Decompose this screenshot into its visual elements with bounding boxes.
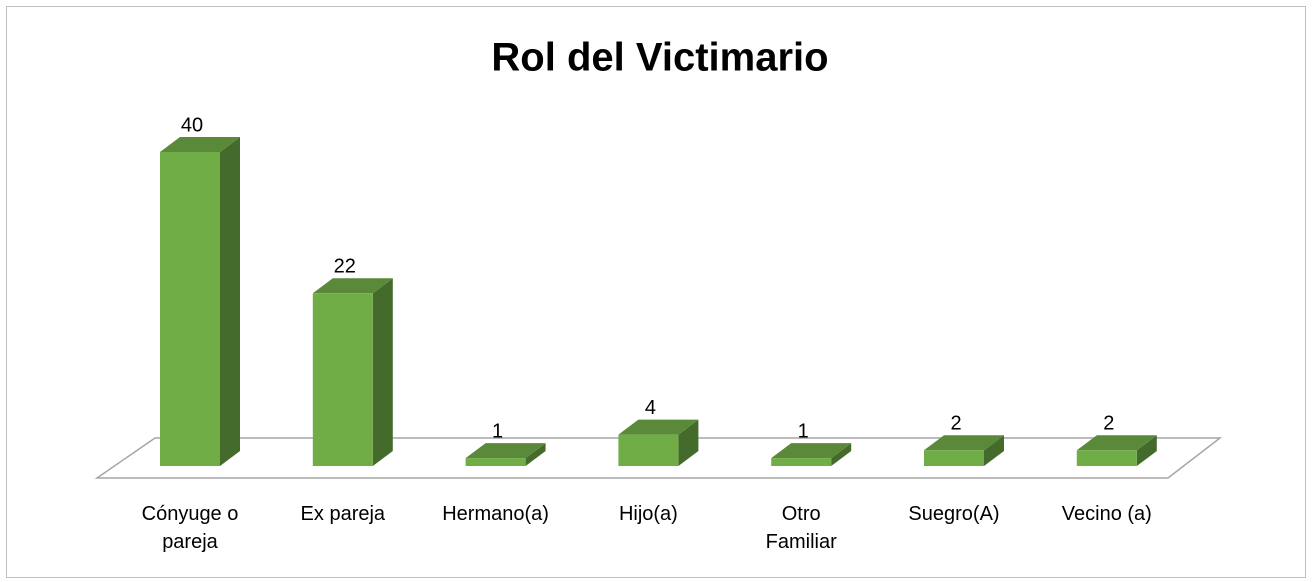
bar-side — [831, 443, 852, 466]
x-tick-label: Hijo(a) — [618, 503, 678, 525]
bar-top — [1076, 435, 1157, 451]
x-tick-label: Otro Familiar — [765, 503, 837, 553]
bar-top — [160, 137, 240, 152]
bar — [465, 443, 546, 466]
bar-side — [1136, 435, 1157, 466]
bar-front — [924, 450, 984, 466]
bar-front — [618, 434, 679, 466]
bar — [312, 278, 393, 466]
bar-side — [984, 435, 1004, 466]
data-label: 2 — [1103, 413, 1114, 435]
bar-top — [465, 443, 546, 459]
bar-side — [220, 137, 240, 466]
bar — [771, 443, 852, 466]
bar-front — [312, 293, 373, 466]
x-tick-label: Vecino (a) — [1061, 503, 1152, 525]
x-tick-label: Hermano(a) — [442, 503, 549, 525]
bar — [1076, 435, 1157, 466]
bar-side — [372, 278, 393, 466]
data-label: 22 — [334, 256, 356, 278]
chart-title: Rol del Victimario — [491, 36, 828, 80]
bar-top — [924, 435, 1004, 451]
bar-top — [312, 278, 393, 294]
bar-front — [771, 458, 832, 466]
data-label: 1 — [492, 420, 503, 442]
bar-top — [771, 443, 852, 459]
bar-front — [1076, 450, 1137, 466]
bar-side — [678, 419, 699, 466]
x-tick-label: Cónyuge o pareja — [141, 503, 239, 553]
data-label: 1 — [798, 420, 809, 442]
bar-top — [618, 419, 699, 435]
bar-front — [465, 458, 526, 466]
x-tick-label: Suegro(A) — [908, 503, 1000, 525]
data-label: 4 — [645, 397, 656, 419]
bar — [924, 435, 1004, 466]
data-label: 2 — [950, 413, 961, 435]
bar — [618, 419, 699, 466]
bar-front — [160, 152, 220, 466]
x-tick-label: Ex pareja — [300, 503, 386, 525]
bar-side — [525, 443, 546, 466]
bar — [160, 137, 240, 466]
data-label: 40 — [181, 114, 203, 136]
